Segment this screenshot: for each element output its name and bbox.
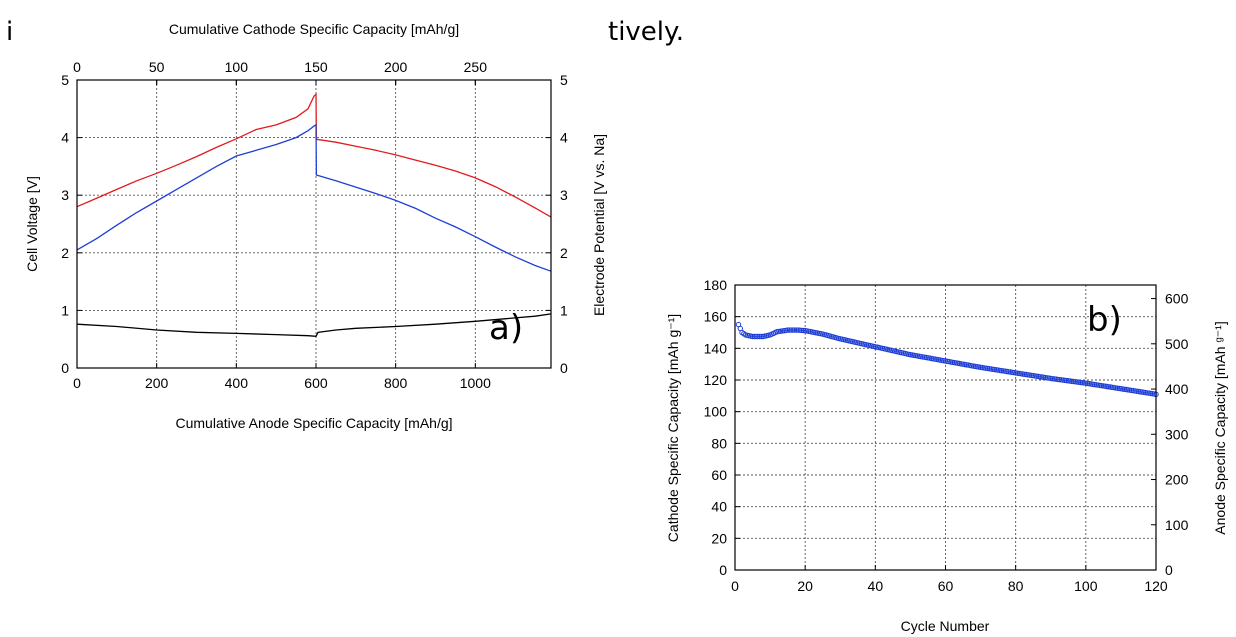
x-tick-label: 40 bbox=[868, 578, 884, 594]
y2-tick-label: 1 bbox=[560, 302, 568, 318]
x-tick-label: 0 bbox=[73, 375, 81, 391]
y-axis-label: Cathode Specific Capacity [mAh g⁻¹] bbox=[665, 314, 681, 542]
data-point bbox=[753, 333, 759, 340]
x-tick-label: 100 bbox=[1074, 578, 1098, 594]
chart-b: 0 20 40 60 80 100 1200204060801001201401601800… bbox=[665, 277, 1228, 634]
x-axis-label: Cycle Number bbox=[901, 618, 990, 634]
x-tick-label: 0 bbox=[731, 578, 739, 594]
y2-tick-label: 100 bbox=[1165, 517, 1189, 533]
y-tick-label: 4 bbox=[61, 130, 69, 146]
y2-tick-label: 2 bbox=[560, 245, 568, 261]
y-tick-label: 80 bbox=[711, 435, 727, 451]
x-tick-label: 800 bbox=[384, 375, 408, 391]
data-point bbox=[799, 327, 805, 334]
data-point bbox=[790, 327, 796, 333]
x-tick-label: 120 bbox=[1144, 578, 1168, 594]
x2-tick-label: 50 bbox=[149, 59, 165, 75]
y-tick-label: 0 bbox=[719, 562, 727, 578]
data-point bbox=[800, 327, 807, 334]
x-axis-label: Cumulative Anode Specific Capacity [mAh/… bbox=[175, 415, 452, 431]
y2-tick-label: 4 bbox=[560, 130, 568, 146]
y-tick-label: 140 bbox=[704, 340, 728, 356]
plot-frame bbox=[76, 79, 552, 369]
y-axis-label: Cell Voltage [V] bbox=[24, 176, 40, 272]
y-tick-label: 2 bbox=[61, 245, 69, 261]
data-point bbox=[756, 333, 763, 340]
y2-axis-label: Anode Specific Capacity [mAh ᵍ⁻¹] bbox=[1212, 321, 1228, 534]
y-tick-label: 100 bbox=[704, 404, 728, 420]
y-tick-label: 5 bbox=[61, 72, 69, 88]
panel-label-a: a) bbox=[489, 308, 523, 348]
y2-tick-label: 3 bbox=[560, 187, 568, 203]
y-tick-label: 180 bbox=[704, 277, 728, 293]
data-point bbox=[788, 327, 794, 333]
y2-axis-label: Electrode Potential [V vs. Na] bbox=[591, 134, 607, 316]
x-tick-label: 60 bbox=[938, 578, 954, 594]
y2-tick-label: 0 bbox=[1165, 562, 1173, 578]
x2-tick-label: 150 bbox=[304, 59, 328, 75]
y2-tick-label: 0 bbox=[560, 360, 568, 376]
data-point bbox=[755, 333, 761, 340]
data-point bbox=[786, 327, 793, 333]
series-line-0 bbox=[76, 93, 552, 218]
x2-tick-label: 100 bbox=[225, 59, 249, 75]
y-tick-label: 20 bbox=[711, 530, 727, 546]
x2-axis-label: Cumulative Cathode Specific Capacity [mA… bbox=[169, 21, 459, 37]
series-line-1 bbox=[76, 123, 552, 272]
panel-label-b: b) bbox=[1087, 300, 1122, 340]
data-point bbox=[791, 327, 798, 333]
y2-tick-label: 600 bbox=[1165, 291, 1189, 307]
y2-tick-label: 400 bbox=[1165, 381, 1189, 397]
y-tick-label: 0 bbox=[61, 360, 69, 376]
page-text-fragment-right: tively. bbox=[608, 17, 684, 47]
y-tick-label: 60 bbox=[711, 467, 727, 483]
x2-tick-label: 200 bbox=[384, 59, 408, 75]
y2-tick-label: 5 bbox=[560, 72, 568, 88]
x-tick-label: 20 bbox=[797, 578, 813, 594]
y-tick-label: 160 bbox=[704, 309, 728, 325]
x-tick-label: 400 bbox=[225, 375, 249, 391]
x-tick-label: 200 bbox=[145, 375, 169, 391]
data-point bbox=[793, 327, 800, 333]
x-tick-label: 600 bbox=[304, 375, 328, 391]
data-point bbox=[784, 327, 791, 333]
y2-tick-label: 300 bbox=[1165, 426, 1189, 442]
y-tick-label: 3 bbox=[61, 187, 69, 203]
data-point bbox=[749, 333, 756, 340]
data-point bbox=[751, 333, 757, 340]
y-tick-label: 40 bbox=[711, 499, 727, 515]
x2-tick-label: 250 bbox=[464, 59, 488, 75]
y-tick-label: 1 bbox=[61, 302, 69, 318]
data-point bbox=[758, 333, 764, 340]
y2-tick-label: 500 bbox=[1165, 336, 1189, 352]
x-tick-label: 80 bbox=[1008, 578, 1024, 594]
x2-tick-label: 0 bbox=[73, 59, 81, 75]
page-text-fragment-left: i bbox=[6, 17, 13, 47]
series-line-2 bbox=[76, 313, 552, 337]
data-point bbox=[795, 327, 801, 333]
x-tick-label: 1000 bbox=[460, 375, 491, 391]
y2-tick-label: 200 bbox=[1165, 472, 1189, 488]
y-tick-label: 120 bbox=[704, 372, 728, 388]
